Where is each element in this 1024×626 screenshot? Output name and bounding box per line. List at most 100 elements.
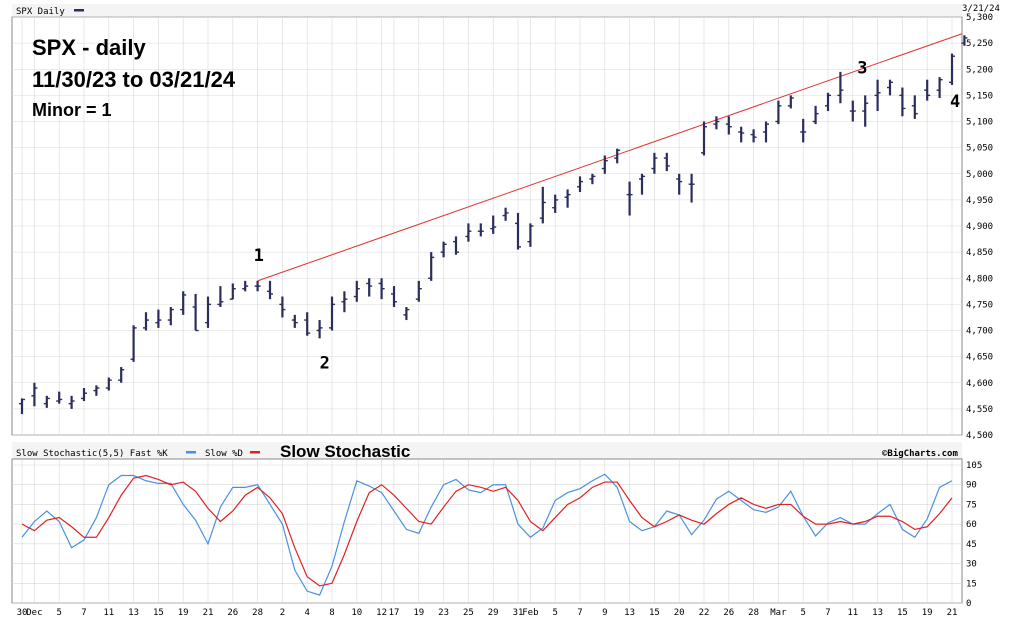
ohlc-bar — [279, 296, 286, 318]
x-tick-label: 28 — [748, 608, 759, 618]
price-y-tick-label: 5,150 — [966, 91, 993, 101]
ohlc-bar — [911, 95, 918, 119]
ohlc-bar — [341, 291, 348, 313]
ohlc-bar — [663, 152, 670, 172]
brand-label: ©BigCharts.com — [882, 448, 958, 459]
x-tick-label: 2 — [280, 608, 285, 618]
x-tick-label: 7 — [81, 608, 86, 618]
ohlc-bar — [180, 291, 187, 315]
x-tick-label: 8 — [329, 608, 334, 618]
price-y-tick-label: 4,900 — [966, 222, 993, 232]
x-tick-label: 5 — [552, 608, 557, 618]
wave-labels: 1 2 3 4 — [254, 58, 961, 373]
ohlc-bar — [428, 252, 435, 281]
x-tick-label: 20 — [674, 608, 685, 618]
price-y-tick-label: 5,100 — [966, 118, 993, 128]
stoch-y-tick-label: 60 — [966, 520, 977, 530]
ohlc-bar — [887, 79, 893, 96]
ohlc-bar — [775, 100, 782, 125]
trendline — [257, 33, 963, 282]
ohlc-bar — [19, 398, 25, 415]
stoch-header-strip — [12, 442, 962, 459]
wave-label: 3 — [857, 58, 867, 78]
ohlc-bar — [577, 176, 583, 193]
x-tick-label: Feb — [522, 608, 538, 618]
x-tick-label: 10 — [351, 608, 362, 618]
ohlc-bar — [291, 314, 298, 328]
ohlc-bar — [626, 181, 633, 216]
x-tick-label: 21 — [203, 608, 214, 618]
x-tick-label: 11 — [103, 608, 114, 618]
ohlc-bar — [304, 312, 311, 336]
price-y-tick-label: 4,550 — [966, 405, 993, 415]
ohlc-bar — [391, 286, 397, 307]
ohlc-bar — [155, 309, 162, 328]
x-tick-label: 29 — [488, 608, 499, 618]
x-tick-label: 13 — [624, 608, 635, 618]
price-grid — [12, 16, 962, 436]
x-tick-label: 13 — [128, 608, 139, 618]
price-y-axis: 4,500 4,550 4,600 4,650 4,700 4,750 4,800 4,850… — [966, 13, 993, 441]
x-tick-label: 11 — [847, 608, 858, 618]
price-y-tick-label: 5,250 — [966, 39, 993, 49]
ohlc-bar — [43, 395, 50, 408]
price-y-tick-label: 4,500 — [966, 431, 993, 441]
x-tick-label: 5 — [800, 608, 805, 618]
ohlc-bar — [81, 387, 87, 402]
x-tick-label: 19 — [922, 608, 933, 618]
ohlc-bar — [961, 35, 968, 46]
price-y-tick-label: 5,050 — [966, 144, 993, 154]
stoch-y-tick-label: 45 — [966, 540, 977, 550]
ohlc-bar — [378, 278, 385, 300]
header-date: 3/21/24 — [962, 4, 1000, 14]
price-bars — [19, 35, 968, 415]
ohlc-bar — [837, 71, 844, 104]
header-strip — [12, 4, 962, 17]
ohlc-bar — [539, 186, 546, 224]
ohlc-bar — [924, 79, 931, 101]
ohlc-bar — [825, 92, 831, 112]
x-tick-label: 13 — [872, 608, 883, 618]
ohlc-bar — [787, 95, 794, 109]
price-y-tick-label: 4,850 — [966, 248, 993, 258]
stoch-y-tick-label: 105 — [966, 461, 982, 471]
chart-subtitle: 11/30/23 to 03/21/24 — [32, 67, 236, 92]
x-tick-label: Mar — [770, 608, 787, 618]
x-tick-label: 31 — [513, 608, 524, 618]
ohlc-bar — [812, 105, 819, 125]
ohlc-bar — [143, 312, 149, 331]
fast-k-line — [21, 473, 953, 596]
ohlc-bar — [515, 212, 521, 250]
slow-d-line — [21, 474, 953, 587]
ohlc-bar — [688, 173, 695, 203]
ohlc-bar — [701, 121, 707, 156]
ohlc-bar — [849, 100, 856, 122]
stoch-y-tick-label: 30 — [966, 560, 977, 570]
price-y-tick-label: 4,600 — [966, 379, 993, 389]
ohlc-bar — [31, 382, 38, 407]
price-y-tick-label: 5,300 — [966, 13, 993, 23]
x-tick-label: 5 — [56, 608, 61, 618]
ohlc-bar — [229, 283, 236, 300]
ohlc-bar — [453, 236, 459, 255]
fast-k-swatch — [186, 451, 196, 454]
ohlc-bar — [527, 223, 534, 247]
ohlc-bar — [477, 223, 484, 237]
ohlc-bar — [403, 306, 410, 321]
x-tick-label: 15 — [897, 608, 908, 618]
ohlc-bar — [440, 241, 447, 258]
slow-d-swatch — [250, 451, 260, 454]
x-tick-label: 15 — [153, 608, 164, 618]
x-tick-label: 12 — [376, 608, 387, 618]
stoch-legend-text: Slow Stochastic(5,5) Fast %K — [16, 449, 168, 459]
price-y-tick-label: 5,000 — [966, 170, 993, 180]
ohlc-bar — [614, 148, 621, 164]
x-tick-label: 19 — [413, 608, 424, 618]
series-legend-swatch — [74, 9, 84, 12]
x-tick-label: 22 — [699, 608, 710, 618]
ohlc-bar — [552, 194, 559, 213]
ohlc-bar — [874, 79, 881, 112]
ohlc-bar — [490, 215, 497, 234]
ohlc-bar — [949, 53, 955, 85]
